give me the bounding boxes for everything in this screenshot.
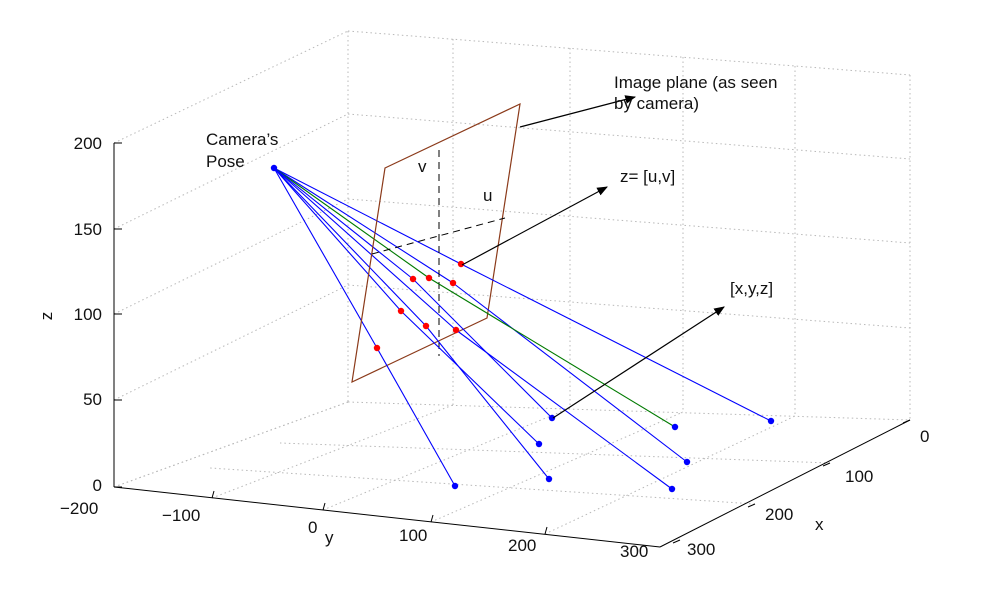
world-point-label: [x,y,z] <box>730 279 773 298</box>
projected-points <box>373 260 465 352</box>
y-tick-label: −200 <box>60 499 98 518</box>
x-tick-label: 0 <box>920 427 929 446</box>
z-tick-label: 200 <box>74 134 102 153</box>
y-tick-label: 200 <box>508 536 536 555</box>
world-point <box>451 482 459 490</box>
world-point <box>671 423 679 431</box>
world-point <box>548 414 556 422</box>
image-point-arrow <box>461 186 608 266</box>
u-axis-label: u <box>483 186 492 205</box>
rays-behind-plane <box>273 167 462 349</box>
projected-point <box>422 322 430 330</box>
z-tick-label: 100 <box>74 305 102 324</box>
y-tick-label: 100 <box>399 526 427 545</box>
image-plane <box>351 102 521 384</box>
camera-pose-label: Camera’s <box>206 130 278 149</box>
floor-grid <box>113 401 911 535</box>
world-points <box>451 414 775 493</box>
y-tick-label: −100 <box>162 506 200 525</box>
y-tick-label: 300 <box>620 542 648 561</box>
image-plane-label: by camera) <box>614 94 699 113</box>
projected-point <box>452 326 460 334</box>
z-axis-label: z <box>37 312 56 321</box>
world-point <box>545 475 553 483</box>
projected-point <box>425 274 433 282</box>
z-axis: 0 50 100 150 200 z <box>37 134 122 495</box>
projected-point <box>409 275 417 283</box>
y-axis: −200 −100 0 100 200 300 y <box>60 490 648 561</box>
world-point <box>683 458 691 466</box>
x-tick-label: 200 <box>765 505 793 524</box>
x-axis-label: x <box>815 515 824 534</box>
image-plane-uv-axes: v u <box>371 150 506 356</box>
image-point-label: z= [u,v] <box>620 167 675 186</box>
rays-to-world-points <box>376 263 772 490</box>
x-axis: 0 100 200 300 x <box>672 419 929 559</box>
y-axis-label: y <box>325 528 334 547</box>
world-point-arrow <box>552 306 725 419</box>
projected-point <box>397 307 405 315</box>
back-wall-grid <box>347 30 911 420</box>
camera-pose-label: Pose <box>206 152 245 171</box>
x-tick-label: 100 <box>845 467 873 486</box>
axes-box <box>113 143 911 548</box>
image-plane-label: Image plane (as seen <box>614 73 778 92</box>
world-point <box>767 417 775 425</box>
y-tick-label: 0 <box>308 518 317 537</box>
world-point <box>668 485 676 493</box>
annotation-arrows <box>461 95 725 419</box>
z-tick-label: 0 <box>93 476 102 495</box>
z-tick-label: 150 <box>74 220 102 239</box>
z-tick-label: 50 <box>83 390 102 409</box>
annotations: Camera’s Pose Image plane (as seen by ca… <box>206 73 778 298</box>
projected-point <box>457 260 465 268</box>
x-tick-label: 300 <box>687 540 715 559</box>
v-axis-label: v <box>418 157 427 176</box>
left-wall-grid <box>113 30 349 488</box>
image-plane-arrow <box>519 95 637 128</box>
projected-point <box>449 279 457 287</box>
world-point <box>535 440 543 448</box>
camera-pose-point <box>270 164 278 172</box>
projected-point <box>373 344 381 352</box>
